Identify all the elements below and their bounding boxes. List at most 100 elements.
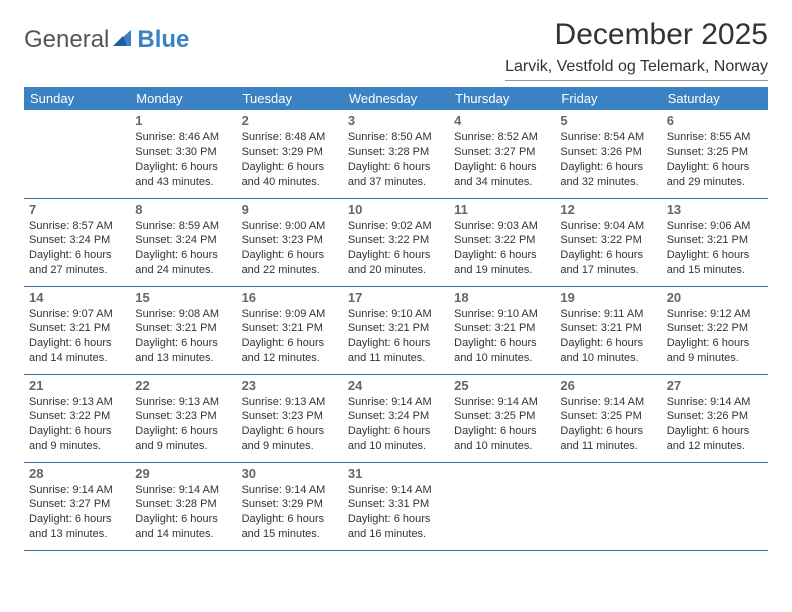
calendar-table: SundayMondayTuesdayWednesdayThursdayFrid… [24, 87, 768, 551]
day-number: 28 [29, 466, 125, 481]
calendar-week-row: 21 Sunrise: 9:13 AMSunset: 3:22 PMDayligh… [24, 374, 768, 462]
day-number: 17 [348, 290, 444, 305]
weekday-header: Wednesday [343, 87, 449, 110]
day-info: Sunrise: 9:04 AMSunset: 3:22 PMDaylight:… [560, 219, 656, 278]
calendar-day-cell: 6 Sunrise: 8:55 AMSunset: 3:25 PMDaylight… [662, 110, 768, 198]
weekday-header: Saturday [662, 87, 768, 110]
day-info: Sunrise: 9:14 AMSunset: 3:28 PMDaylight:… [135, 483, 231, 542]
day-info: Sunrise: 9:10 AMSunset: 3:21 PMDaylight:… [454, 307, 550, 366]
calendar-day-cell: 30Sunrise: 9:14 AMSunset: 3:29 PMDayligh… [237, 462, 343, 550]
calendar-day-cell: 4 Sunrise: 8:52 AMSunset: 3:27 PMDaylight… [449, 110, 555, 198]
title-block: December 2025 Larvik, Vestfold og Telema… [505, 18, 768, 81]
weekday-header: Friday [555, 87, 661, 110]
day-number: 9 [242, 202, 338, 217]
calendar-day-cell: 5 Sunrise: 8:54 AMSunset: 3:26 PMDaylight… [555, 110, 661, 198]
calendar-day-cell [662, 462, 768, 550]
day-info: Sunrise: 9:00 AMSunset: 3:23 PMDaylight:… [242, 219, 338, 278]
day-number: 13 [667, 202, 763, 217]
header: General Blue December 2025 Larvik, Vestf… [24, 18, 768, 81]
day-info: Sunrise: 9:14 AMSunset: 3:31 PMDaylight:… [348, 483, 444, 542]
day-number: 12 [560, 202, 656, 217]
day-info: Sunrise: 9:13 AMSunset: 3:23 PMDaylight:… [135, 395, 231, 454]
calendar-week-row: 14Sunrise: 9:07 AMSunset: 3:21 PMDayligh… [24, 286, 768, 374]
day-number: 27 [667, 378, 763, 393]
calendar-body: 1Sunrise: 8:46 AMSunset: 3:30 PMDaylight… [24, 110, 768, 550]
calendar-day-cell: 1Sunrise: 8:46 AMSunset: 3:30 PMDaylight… [130, 110, 236, 198]
day-info: Sunrise: 9:14 AMSunset: 3:29 PMDaylight:… [242, 483, 338, 542]
day-info: Sunrise: 9:06 AMSunset: 3:21 PMDaylight:… [667, 219, 763, 278]
logo: General Blue [24, 26, 189, 54]
day-number: 6 [667, 113, 763, 128]
calendar-day-cell: 31 Sunrise: 9:14 AMSunset: 3:31 PMDayligh… [343, 462, 449, 550]
calendar-day-cell: 23Sunrise: 9:13 AMSunset: 3:23 PMDayligh… [237, 374, 343, 462]
day-number: 14 [29, 290, 125, 305]
day-info: Sunrise: 9:14 AMSunset: 3:27 PMDaylight:… [29, 483, 125, 542]
day-info: Sunrise: 9:13 AMSunset: 3:22 PMDaylight:… [29, 395, 125, 454]
day-number: 4 [454, 113, 550, 128]
calendar-day-cell: 19 Sunrise: 9:11 AMSunset: 3:21 PMDayligh… [555, 286, 661, 374]
day-info: Sunrise: 9:12 AMSunset: 3:22 PMDaylight:… [667, 307, 763, 366]
day-number: 22 [135, 378, 231, 393]
calendar-day-cell: 7Sunrise: 8:57 AMSunset: 3:24 PMDaylight… [24, 198, 130, 286]
calendar-day-cell: 10 Sunrise: 9:02 AMSunset: 3:22 PMDayligh… [343, 198, 449, 286]
calendar-day-cell: 11 Sunrise: 9:03 AMSunset: 3:22 PMDayligh… [449, 198, 555, 286]
day-info: Sunrise: 9:02 AMSunset: 3:22 PMDaylight:… [348, 219, 444, 278]
calendar-day-cell: 13 Sunrise: 9:06 AMSunset: 3:21 PMDayligh… [662, 198, 768, 286]
day-info: Sunrise: 9:14 AMSunset: 3:26 PMDaylight:… [667, 395, 763, 454]
calendar-day-cell: 8Sunrise: 8:59 AMSunset: 3:24 PMDaylight… [130, 198, 236, 286]
calendar-day-cell: 28 Sunrise: 9:14 AMSunset: 3:27 PMDayligh… [24, 462, 130, 550]
day-number: 24 [348, 378, 444, 393]
calendar-day-cell: 18 Sunrise: 9:10 AMSunset: 3:21 PMDayligh… [449, 286, 555, 374]
day-info: Sunrise: 9:14 AMSunset: 3:24 PMDaylight:… [348, 395, 444, 454]
day-info: Sunrise: 8:46 AMSunset: 3:30 PMDaylight:… [135, 130, 231, 189]
day-info: Sunrise: 8:48 AMSunset: 3:29 PMDaylight:… [242, 130, 338, 189]
day-number: 29 [135, 466, 231, 481]
calendar-week-row: 7Sunrise: 8:57 AMSunset: 3:24 PMDaylight… [24, 198, 768, 286]
logo-text-general: General [24, 26, 109, 54]
calendar-day-cell: 17 Sunrise: 9:10 AMSunset: 3:21 PMDayligh… [343, 286, 449, 374]
day-info: Sunrise: 8:50 AMSunset: 3:28 PMDaylight:… [348, 130, 444, 189]
calendar-day-cell: 14Sunrise: 9:07 AMSunset: 3:21 PMDayligh… [24, 286, 130, 374]
calendar-day-cell [24, 110, 130, 198]
day-info: Sunrise: 8:52 AMSunset: 3:27 PMDaylight:… [454, 130, 550, 189]
day-number: 25 [454, 378, 550, 393]
calendar-day-cell: 2 Sunrise: 8:48 AMSunset: 3:29 PMDaylight… [237, 110, 343, 198]
day-info: Sunrise: 8:57 AMSunset: 3:24 PMDaylight:… [29, 219, 125, 278]
day-number: 26 [560, 378, 656, 393]
calendar-day-cell: 22 Sunrise: 9:13 AMSunset: 3:23 PMDayligh… [130, 374, 236, 462]
day-info: Sunrise: 9:10 AMSunset: 3:21 PMDaylight:… [348, 307, 444, 366]
day-info: Sunrise: 8:54 AMSunset: 3:26 PMDaylight:… [560, 130, 656, 189]
day-info: Sunrise: 8:59 AMSunset: 3:24 PMDaylight:… [135, 219, 231, 278]
calendar-week-row: 1Sunrise: 8:46 AMSunset: 3:30 PMDaylight… [24, 110, 768, 198]
day-info: Sunrise: 9:03 AMSunset: 3:22 PMDaylight:… [454, 219, 550, 278]
day-number: 21 [29, 378, 125, 393]
day-number: 5 [560, 113, 656, 128]
day-number: 2 [242, 113, 338, 128]
day-info: Sunrise: 9:11 AMSunset: 3:21 PMDaylight:… [560, 307, 656, 366]
day-info: Sunrise: 9:14 AMSunset: 3:25 PMDaylight:… [560, 395, 656, 454]
weekday-header: Monday [130, 87, 236, 110]
day-number: 19 [560, 290, 656, 305]
calendar-day-cell: 27 Sunrise: 9:14 AMSunset: 3:26 PMDayligh… [662, 374, 768, 462]
day-number: 31 [348, 466, 444, 481]
day-info: Sunrise: 9:08 AMSunset: 3:21 PMDaylight:… [135, 307, 231, 366]
location-text: Larvik, Vestfold og Telemark, Norway [505, 58, 768, 81]
calendar-day-cell: 20Sunrise: 9:12 AMSunset: 3:22 PMDayligh… [662, 286, 768, 374]
day-number: 18 [454, 290, 550, 305]
day-info: Sunrise: 9:09 AMSunset: 3:21 PMDaylight:… [242, 307, 338, 366]
calendar-day-cell [449, 462, 555, 550]
day-number: 16 [242, 290, 338, 305]
calendar-day-cell: 24 Sunrise: 9:14 AMSunset: 3:24 PMDayligh… [343, 374, 449, 462]
day-info: Sunrise: 8:55 AMSunset: 3:25 PMDaylight:… [667, 130, 763, 189]
day-number: 10 [348, 202, 444, 217]
calendar-day-cell: 16 Sunrise: 9:09 AMSunset: 3:21 PMDayligh… [237, 286, 343, 374]
day-number: 15 [135, 290, 231, 305]
calendar-day-cell [555, 462, 661, 550]
day-number: 11 [454, 202, 550, 217]
weekday-header: Tuesday [237, 87, 343, 110]
calendar-day-cell: 3Sunrise: 8:50 AMSunset: 3:28 PMDaylight… [343, 110, 449, 198]
logo-text-blue: Blue [137, 26, 189, 54]
calendar-week-row: 28 Sunrise: 9:14 AMSunset: 3:27 PMDayligh… [24, 462, 768, 550]
month-title: December 2025 [505, 18, 768, 52]
calendar-day-cell: 29 Sunrise: 9:14 AMSunset: 3:28 PMDayligh… [130, 462, 236, 550]
